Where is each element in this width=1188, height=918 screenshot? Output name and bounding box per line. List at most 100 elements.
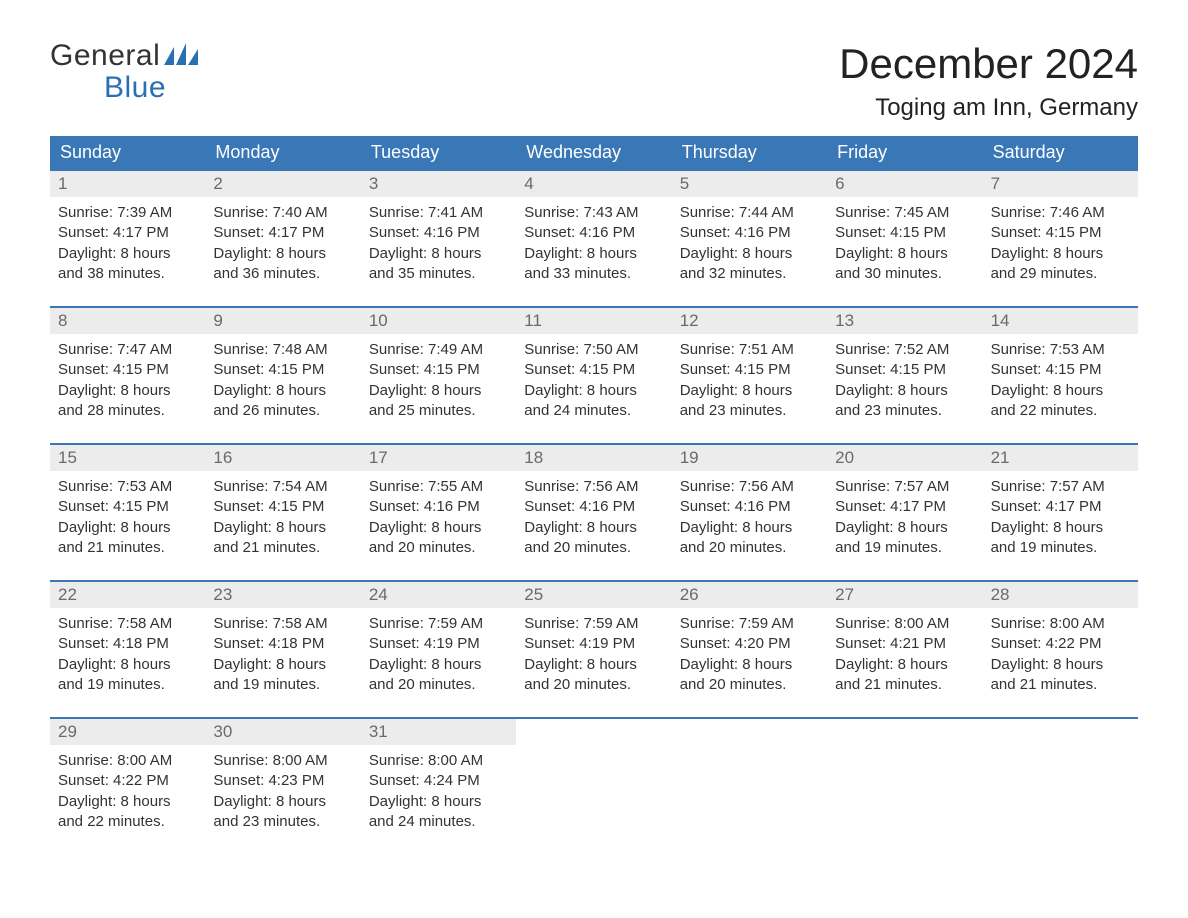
day-daylight2: and 28 minutes. — [58, 401, 197, 421]
day-body: Sunrise: 7:59 AMSunset: 4:19 PMDaylight:… — [516, 608, 671, 699]
day-daylight2: and 30 minutes. — [835, 264, 974, 284]
logo: General Blue — [50, 40, 198, 103]
day-number: 4 — [516, 171, 671, 197]
day-number: 27 — [827, 582, 982, 608]
day-cell: 20Sunrise: 7:57 AMSunset: 4:17 PMDayligh… — [827, 445, 982, 562]
day-daylight1: Daylight: 8 hours — [991, 381, 1130, 401]
day-daylight1: Daylight: 8 hours — [680, 655, 819, 675]
day-body: Sunrise: 7:46 AMSunset: 4:15 PMDaylight:… — [983, 197, 1138, 288]
dow-tuesday: Tuesday — [361, 136, 516, 169]
day-sunset: Sunset: 4:15 PM — [991, 223, 1130, 243]
day-daylight1: Daylight: 8 hours — [369, 655, 508, 675]
header-row: General Blue December 2024 Toging am Inn… — [50, 40, 1138, 122]
day-body: Sunrise: 7:43 AMSunset: 4:16 PMDaylight:… — [516, 197, 671, 288]
day-daylight1: Daylight: 8 hours — [58, 381, 197, 401]
day-daylight1: Daylight: 8 hours — [524, 655, 663, 675]
day-sunrise: Sunrise: 7:47 AM — [58, 340, 197, 360]
day-daylight1: Daylight: 8 hours — [835, 381, 974, 401]
day-daylight1: Daylight: 8 hours — [58, 244, 197, 264]
day-sunset: Sunset: 4:16 PM — [524, 497, 663, 517]
page: General Blue December 2024 Toging am Inn… — [0, 0, 1188, 896]
day-number: 6 — [827, 171, 982, 197]
day-sunset: Sunset: 4:16 PM — [680, 497, 819, 517]
day-daylight2: and 20 minutes. — [369, 538, 508, 558]
day-cell: 29Sunrise: 8:00 AMSunset: 4:22 PMDayligh… — [50, 719, 205, 836]
logo-sails-icon — [164, 40, 198, 72]
day-cell: 13Sunrise: 7:52 AMSunset: 4:15 PMDayligh… — [827, 308, 982, 425]
day-daylight2: and 29 minutes. — [991, 264, 1130, 284]
day-body: Sunrise: 7:40 AMSunset: 4:17 PMDaylight:… — [205, 197, 360, 288]
day-body: Sunrise: 7:39 AMSunset: 4:17 PMDaylight:… — [50, 197, 205, 288]
day-daylight1: Daylight: 8 hours — [524, 244, 663, 264]
day-cell: 30Sunrise: 8:00 AMSunset: 4:23 PMDayligh… — [205, 719, 360, 836]
day-body: Sunrise: 7:45 AMSunset: 4:15 PMDaylight:… — [827, 197, 982, 288]
dow-saturday: Saturday — [983, 136, 1138, 169]
day-sunrise: Sunrise: 7:59 AM — [680, 614, 819, 634]
day-body: Sunrise: 7:59 AMSunset: 4:20 PMDaylight:… — [672, 608, 827, 699]
day-sunset: Sunset: 4:23 PM — [213, 771, 352, 791]
day-daylight2: and 22 minutes. — [991, 401, 1130, 421]
day-daylight1: Daylight: 8 hours — [835, 518, 974, 538]
day-sunrise: Sunrise: 7:59 AM — [369, 614, 508, 634]
day-number: 18 — [516, 445, 671, 471]
day-body: Sunrise: 7:54 AMSunset: 4:15 PMDaylight:… — [205, 471, 360, 562]
dow-sunday: Sunday — [50, 136, 205, 169]
day-sunset: Sunset: 4:15 PM — [680, 360, 819, 380]
day-cell: 8Sunrise: 7:47 AMSunset: 4:15 PMDaylight… — [50, 308, 205, 425]
day-body: Sunrise: 7:50 AMSunset: 4:15 PMDaylight:… — [516, 334, 671, 425]
day-daylight1: Daylight: 8 hours — [213, 518, 352, 538]
day-sunset: Sunset: 4:19 PM — [524, 634, 663, 654]
day-body: Sunrise: 8:00 AMSunset: 4:21 PMDaylight:… — [827, 608, 982, 699]
day-sunrise: Sunrise: 7:56 AM — [680, 477, 819, 497]
day-sunrise: Sunrise: 7:56 AM — [524, 477, 663, 497]
day-daylight1: Daylight: 8 hours — [213, 792, 352, 812]
month-title: December 2024 — [839, 40, 1138, 88]
day-daylight2: and 32 minutes. — [680, 264, 819, 284]
day-daylight2: and 19 minutes. — [58, 675, 197, 695]
day-sunset: Sunset: 4:15 PM — [369, 360, 508, 380]
day-sunrise: Sunrise: 7:49 AM — [369, 340, 508, 360]
day-number: 12 — [672, 308, 827, 334]
day-body: Sunrise: 7:53 AMSunset: 4:15 PMDaylight:… — [50, 471, 205, 562]
day-number: 16 — [205, 445, 360, 471]
day-sunrise: Sunrise: 7:57 AM — [835, 477, 974, 497]
day-daylight1: Daylight: 8 hours — [213, 381, 352, 401]
dow-thursday: Thursday — [672, 136, 827, 169]
day-cell: 5Sunrise: 7:44 AMSunset: 4:16 PMDaylight… — [672, 171, 827, 288]
day-sunset: Sunset: 4:21 PM — [835, 634, 974, 654]
day-sunset: Sunset: 4:20 PM — [680, 634, 819, 654]
day-daylight2: and 23 minutes. — [213, 812, 352, 832]
day-number: 10 — [361, 308, 516, 334]
day-number: 11 — [516, 308, 671, 334]
day-sunset: Sunset: 4:16 PM — [369, 223, 508, 243]
day-sunset: Sunset: 4:22 PM — [991, 634, 1130, 654]
day-body: Sunrise: 7:49 AMSunset: 4:15 PMDaylight:… — [361, 334, 516, 425]
day-daylight2: and 21 minutes. — [58, 538, 197, 558]
day-body: Sunrise: 7:53 AMSunset: 4:15 PMDaylight:… — [983, 334, 1138, 425]
day-body: Sunrise: 7:57 AMSunset: 4:17 PMDaylight:… — [827, 471, 982, 562]
day-number: 25 — [516, 582, 671, 608]
day-body: Sunrise: 7:57 AMSunset: 4:17 PMDaylight:… — [983, 471, 1138, 562]
day-sunset: Sunset: 4:15 PM — [213, 497, 352, 517]
day-cell: 1Sunrise: 7:39 AMSunset: 4:17 PMDaylight… — [50, 171, 205, 288]
day-number: 20 — [827, 445, 982, 471]
day-daylight1: Daylight: 8 hours — [58, 655, 197, 675]
day-daylight2: and 21 minutes. — [213, 538, 352, 558]
day-daylight1: Daylight: 8 hours — [58, 792, 197, 812]
day-cell — [672, 719, 827, 836]
day-number: 31 — [361, 719, 516, 745]
day-daylight2: and 20 minutes. — [524, 675, 663, 695]
day-number: 3 — [361, 171, 516, 197]
day-sunset: Sunset: 4:15 PM — [835, 223, 974, 243]
day-cell: 9Sunrise: 7:48 AMSunset: 4:15 PMDaylight… — [205, 308, 360, 425]
day-sunrise: Sunrise: 7:45 AM — [835, 203, 974, 223]
day-number: 14 — [983, 308, 1138, 334]
day-daylight1: Daylight: 8 hours — [369, 381, 508, 401]
day-daylight2: and 22 minutes. — [58, 812, 197, 832]
day-body: Sunrise: 7:58 AMSunset: 4:18 PMDaylight:… — [205, 608, 360, 699]
day-sunrise: Sunrise: 7:51 AM — [680, 340, 819, 360]
day-number: 30 — [205, 719, 360, 745]
day-cell: 6Sunrise: 7:45 AMSunset: 4:15 PMDaylight… — [827, 171, 982, 288]
day-cell: 14Sunrise: 7:53 AMSunset: 4:15 PMDayligh… — [983, 308, 1138, 425]
day-cell: 23Sunrise: 7:58 AMSunset: 4:18 PMDayligh… — [205, 582, 360, 699]
